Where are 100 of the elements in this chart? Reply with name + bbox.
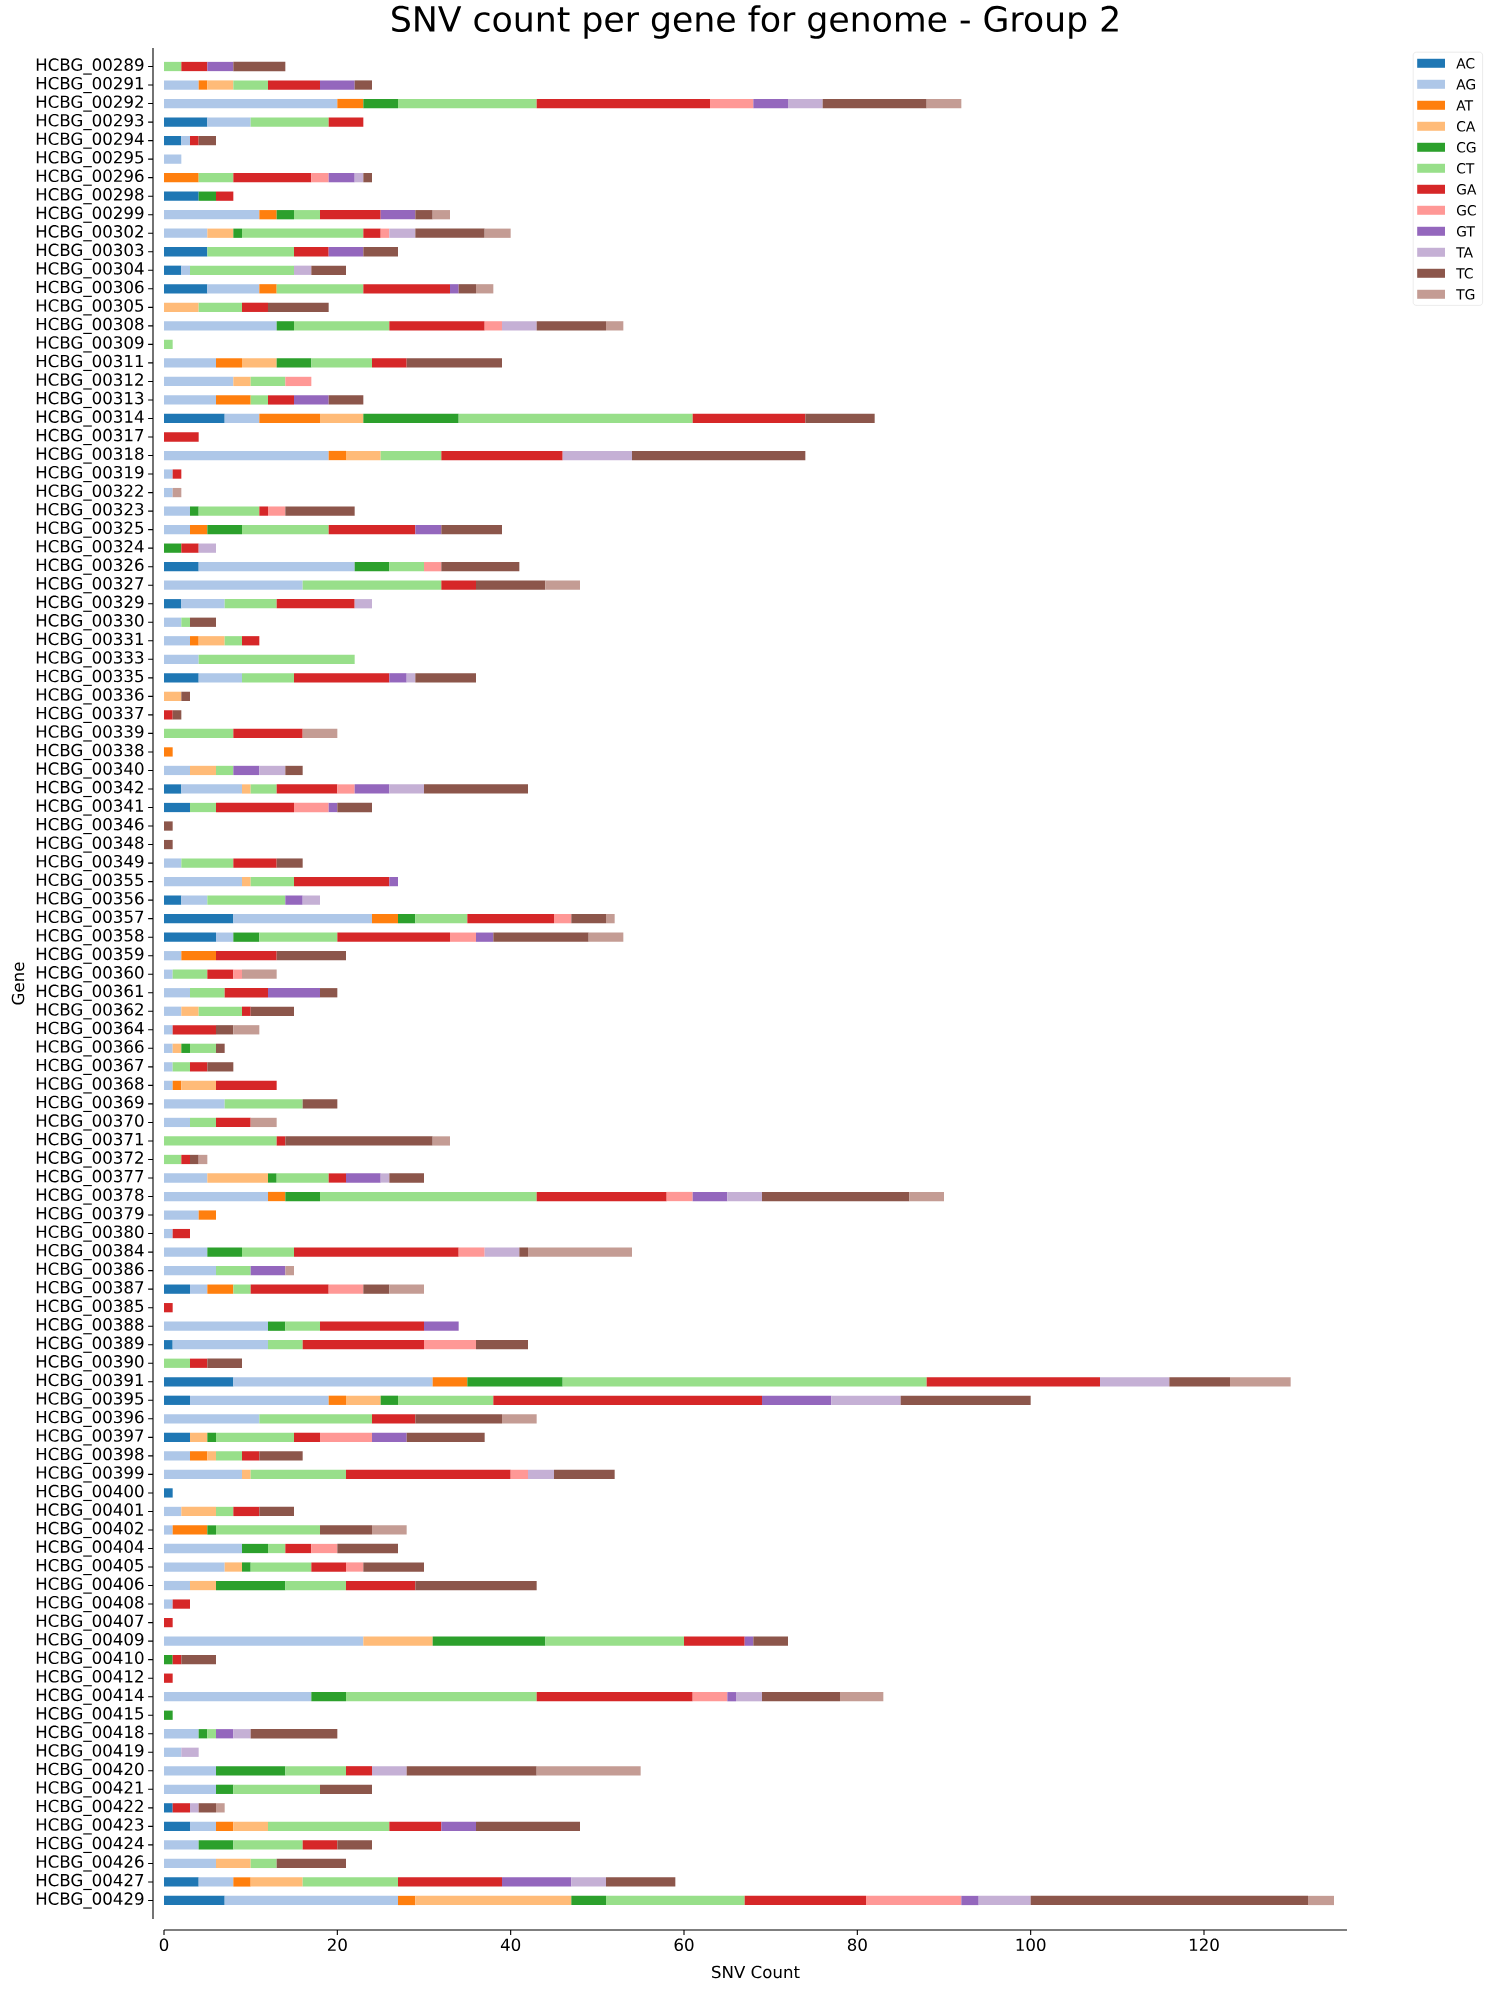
y-tick-label: HCBG_00412 xyxy=(36,1670,143,1687)
bar xyxy=(216,765,234,776)
bar xyxy=(172,1228,190,1239)
bar xyxy=(164,154,182,164)
bar xyxy=(294,1432,320,1442)
bar xyxy=(164,1858,216,1869)
bar xyxy=(233,1025,260,1035)
bar xyxy=(276,321,294,331)
y-tick-label: HCBG_00299 xyxy=(36,206,144,223)
bar xyxy=(363,98,398,109)
bar xyxy=(164,839,173,850)
y-tick-label: HCBG_00314 xyxy=(36,410,144,427)
bar xyxy=(302,1099,338,1109)
bar xyxy=(311,173,329,183)
y-tick-label: HCBG_00312 xyxy=(36,373,143,390)
bar xyxy=(164,1117,190,1128)
bar xyxy=(164,1432,190,1442)
bar xyxy=(172,1080,182,1091)
bar xyxy=(164,1210,199,1220)
bar xyxy=(164,951,182,961)
bar xyxy=(190,1284,208,1294)
bar xyxy=(320,1321,424,1331)
bar xyxy=(164,1488,173,1498)
bar xyxy=(172,1803,190,1813)
bar xyxy=(328,395,364,405)
bar xyxy=(692,413,806,424)
bar xyxy=(164,1377,234,1387)
bar xyxy=(268,506,286,516)
y-tick-label: HCBG_00367 xyxy=(36,1058,144,1075)
bar xyxy=(415,673,476,683)
x-axis-title: SNV Count xyxy=(712,1965,800,1979)
bar xyxy=(164,1414,260,1424)
bar xyxy=(961,1895,979,1906)
x-tick-label: 60 xyxy=(674,1938,694,1951)
bar xyxy=(164,1543,242,1554)
bar xyxy=(328,1173,346,1183)
bar xyxy=(164,654,199,664)
bar xyxy=(476,580,546,590)
bar xyxy=(164,1173,208,1183)
bar xyxy=(181,617,190,627)
bar xyxy=(276,1136,286,1146)
bar xyxy=(389,228,416,238)
bar xyxy=(181,543,199,553)
bar xyxy=(415,1414,502,1424)
bar xyxy=(164,562,199,572)
bar xyxy=(259,210,277,220)
y-tick-label: HCBG_00385 xyxy=(36,1299,144,1316)
y-tick-label: HCBG_00349 xyxy=(36,854,144,872)
bar xyxy=(320,1191,537,1202)
legend-label: AG xyxy=(1456,79,1476,90)
bar xyxy=(380,228,390,238)
bar xyxy=(216,1821,234,1832)
y-tick-label: HCBG_00422 xyxy=(36,1799,143,1816)
bar xyxy=(198,1210,216,1220)
bar xyxy=(250,1729,338,1739)
x-tick-label: 80 xyxy=(847,1938,867,1951)
bar xyxy=(311,265,346,275)
bar xyxy=(346,1173,381,1183)
bar xyxy=(164,1247,208,1257)
y-tick-label: HCBG_00404 xyxy=(36,1540,144,1557)
bar xyxy=(866,1895,962,1906)
bar xyxy=(216,1043,225,1053)
bar xyxy=(753,98,788,109)
bar xyxy=(389,876,398,887)
bar xyxy=(164,765,190,776)
bar xyxy=(1308,1895,1334,1906)
bar xyxy=(389,562,424,572)
y-tick-label: HCBG_00333 xyxy=(36,651,144,668)
bar xyxy=(294,321,390,331)
bar xyxy=(276,784,338,794)
y-tick-label: HCBG_00395 xyxy=(36,1392,144,1409)
bar xyxy=(198,1154,208,1165)
bar xyxy=(380,210,416,220)
bar xyxy=(311,358,372,368)
bar xyxy=(363,1284,390,1294)
bar xyxy=(502,1877,572,1887)
bar xyxy=(164,1062,173,1072)
bar xyxy=(172,1525,208,1535)
bar xyxy=(216,191,234,201)
y-tick-label: HCBG_00313 xyxy=(36,391,144,409)
bar xyxy=(164,784,182,794)
bar xyxy=(190,1117,216,1128)
bar xyxy=(502,321,537,331)
bar xyxy=(320,1432,372,1442)
legend-label: TA xyxy=(1456,247,1473,258)
bar xyxy=(441,580,476,590)
bar xyxy=(710,98,754,109)
bar xyxy=(164,1692,312,1702)
y-tick-label: HCBG_00380 xyxy=(36,1225,144,1242)
bar xyxy=(164,376,234,387)
bar xyxy=(285,1543,312,1554)
y-tick-label: HCBG_00309 xyxy=(36,336,144,353)
y-tick-label: HCBG_00408 xyxy=(36,1595,144,1613)
y-tick-label: HCBG_00398 xyxy=(36,1447,144,1465)
bar xyxy=(406,358,502,368)
bar xyxy=(346,1395,381,1405)
bar xyxy=(164,80,199,90)
bar xyxy=(528,1469,554,1480)
bar xyxy=(164,914,234,924)
bar xyxy=(476,1821,580,1832)
